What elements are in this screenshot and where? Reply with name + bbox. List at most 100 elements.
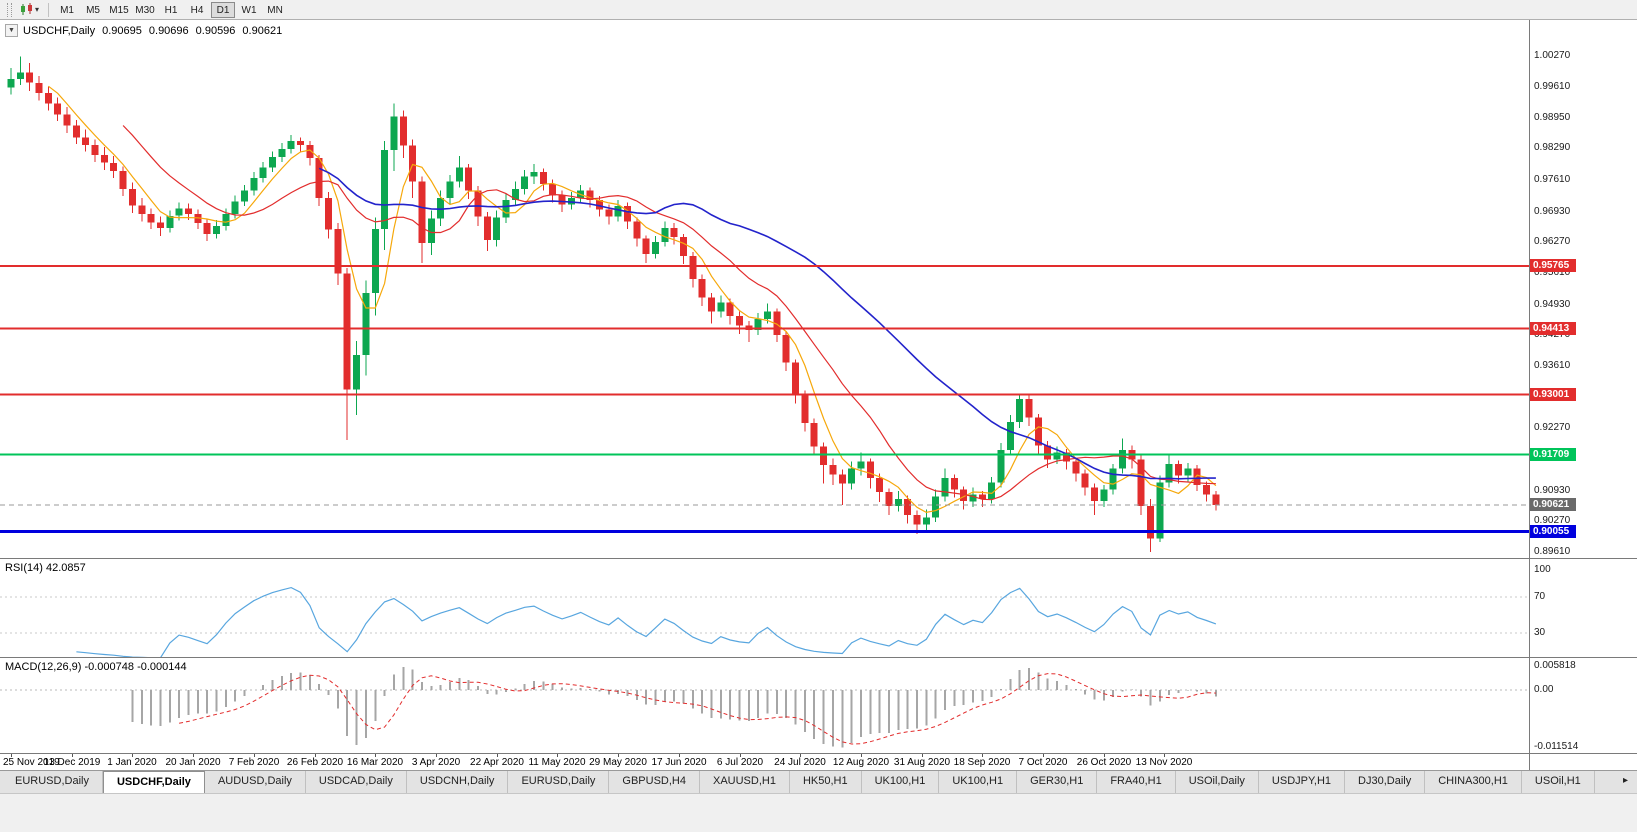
chart-tab-gbpusd-h4[interactable]: GBPUSD,H4 <box>609 771 700 793</box>
price-line-badge[interactable]: 0.91709 <box>1530 447 1576 461</box>
price-tick-label: 0.96930 <box>1534 205 1571 217</box>
chart-tab-eurusd-daily[interactable]: EURUSD,Daily <box>2 771 103 793</box>
time-tick-mark <box>800 754 801 757</box>
chart-tab-usdjpy-h1[interactable]: USDJPY,H1 <box>1259 771 1346 793</box>
main-chart-panel: 1.00270 0.99610 0.98950 0.98290 0.97610 0.969… <box>0 20 1637 558</box>
time-tick-label: 24 Jul 2020 <box>774 757 826 768</box>
time-tick-mark <box>436 754 437 757</box>
rsi-chart-canvas[interactable] <box>0 559 1529 657</box>
time-tick-label: 6 Jul 2020 <box>716 757 764 768</box>
timeframe-button-m1[interactable]: M1 <box>60 4 74 16</box>
price-tick-label: 0.92270 <box>1534 422 1571 434</box>
timeframe-button-m15[interactable]: M15 <box>109 4 129 16</box>
time-tick-mark <box>375 754 376 757</box>
price-tick-label: 0.98950 <box>1534 111 1571 123</box>
time-tick-mark <box>740 754 741 757</box>
price-axis[interactable]: 1.00270 0.99610 0.98950 0.98290 0.97610 0.969… <box>1529 20 1637 558</box>
rsi-indicator-label: RSI(14) 42.0857 <box>5 562 86 574</box>
time-tick-label: 20 Jan 2020 <box>165 757 221 768</box>
timeframe-button-d1[interactable]: D1 <box>211 1 236 18</box>
price-tick-label: 1.00270 <box>1534 50 1571 62</box>
high-value: 0.90696 <box>148 24 189 37</box>
chart-tab-usdchf-daily[interactable]: USDCHF,Daily <box>102 771 205 793</box>
time-tick-mark <box>254 754 255 757</box>
price-line-badge[interactable]: 0.93001 <box>1530 387 1576 401</box>
chart-tab-ger30-h1[interactable]: GER30,H1 <box>1017 771 1098 793</box>
macd-panel: 0.005818 0.00 -0.011514 MACD(12,26,9) -0.0… <box>0 657 1637 753</box>
candlestick-chart-icon <box>21 3 32 15</box>
time-tick-label: 31 Aug 2020 <box>893 757 951 768</box>
time-axis[interactable]: 25 Nov 2019 13 Dec 2019 1 Jan 2020 20 Jan 2… <box>0 753 1637 770</box>
price-line-badge[interactable]: 0.90055 <box>1530 524 1576 538</box>
time-tick-label: 7 Feb 2020 <box>228 757 280 768</box>
time-tick-mark <box>1043 754 1044 757</box>
symbol-info-line: ▼ USDCHF,Daily 0.90695 0.90696 0.90596 0… <box>5 24 289 37</box>
chart-tab-usoil-daily[interactable]: USOil,Daily <box>1176 771 1259 793</box>
chart-tab-hk50-h1[interactable]: HK50,H1 <box>790 771 862 793</box>
chart-tab-xauusd-h1[interactable]: XAUUSD,H1 <box>700 771 790 793</box>
toolbar-grip[interactable] <box>7 2 12 17</box>
tabs-scroll-right-button[interactable]: ▸ <box>1622 775 1628 786</box>
price-tick-label: 0.99610 <box>1534 80 1571 92</box>
time-tick-label: 7 Oct 2020 <box>1018 757 1068 768</box>
time-tick-mark <box>132 754 133 757</box>
time-tick-mark <box>315 754 316 757</box>
time-tick-label: 3 Apr 2020 <box>411 757 461 768</box>
macd-tick-label: 0.00 <box>1534 683 1554 695</box>
price-tick-label: 0.89610 <box>1534 545 1571 557</box>
low-value: 0.90596 <box>195 24 236 37</box>
price-tick-label: 0.93610 <box>1534 359 1571 371</box>
time-tick-label: 26 Oct 2020 <box>1076 757 1132 768</box>
rsi-tick-label: 70 <box>1534 591 1546 602</box>
macd-tick-label: -0.011514 <box>1534 741 1579 752</box>
rsi-axis[interactable]: 100 70 30 <box>1529 559 1637 657</box>
symbol-label: USDCHF,Daily <box>23 24 96 37</box>
price-tick-label: 0.95610 <box>1534 266 1571 278</box>
chart-tab-china300-h1[interactable]: CHINA300,H1 <box>1425 771 1522 793</box>
bid-price-badge: 0.90621 <box>1530 498 1576 512</box>
collapse-panel-button[interactable]: ▼ <box>5 24 18 37</box>
chart-tabs-bar: EURUSD,Daily USDCHF,Daily AUDUSD,Daily USDC… <box>0 770 1637 793</box>
macd-axis[interactable]: 0.005818 0.00 -0.011514 <box>1529 658 1637 753</box>
timeframe-button-w1[interactable]: W1 <box>241 4 257 16</box>
time-tick-mark <box>11 754 12 757</box>
chart-tab-dj30-daily[interactable]: DJ30,Daily <box>1345 771 1426 793</box>
chart-tab-uk100-h1[interactable]: UK100,H1 <box>939 771 1018 793</box>
chart-tab-usoil-h1[interactable]: USOil,H1 <box>1522 771 1595 793</box>
price-chart-canvas[interactable] <box>0 20 1529 558</box>
timeframe-button-m5[interactable]: M5 <box>86 4 100 16</box>
time-tick-mark <box>618 754 619 757</box>
rsi-panel: 100 70 30 RSI(14) 42.0857 <box>0 558 1637 657</box>
open-value: 0.90695 <box>102 24 142 37</box>
timeframe-button-mn[interactable]: MN <box>267 4 283 16</box>
chart-tab-uk100-h1[interactable]: UK100,H1 <box>862 771 940 793</box>
price-line-badge[interactable]: 0.95765 <box>1530 259 1576 273</box>
chart-tab-audusd-daily[interactable]: AUDUSD,Daily <box>205 771 306 793</box>
macd-chart-canvas[interactable] <box>0 658 1529 753</box>
macd-tick-label: 0.005818 <box>1534 660 1576 671</box>
chart-tab-fra40-h1[interactable]: FRA40,H1 <box>1097 771 1176 793</box>
toolbar-separator <box>48 2 50 17</box>
time-tick-label: 11 May 2020 <box>528 757 586 768</box>
time-tick-label: 26 Feb 2020 <box>286 757 344 768</box>
time-tick-mark <box>193 754 194 757</box>
timeframe-button-m30[interactable]: M30 <box>135 4 155 16</box>
timeframe-button-h1[interactable]: H1 <box>164 4 178 16</box>
time-tick-label: 13 Nov 2020 <box>1135 757 1193 768</box>
chart-tab-eurusd-daily[interactable]: EURUSD,Daily <box>508 771 610 793</box>
status-bar <box>0 793 1637 832</box>
time-tick-mark <box>1104 754 1105 757</box>
price-line-badge[interactable]: 0.94413 <box>1530 322 1576 336</box>
time-tick-mark <box>1164 754 1165 757</box>
chart-type-button[interactable]: ▾ <box>16 1 43 18</box>
timeframe-buttons-group: M1 M5 M15 M30 H1 H4 D1 W1 MN <box>54 1 288 18</box>
chart-tab-usdcad-daily[interactable]: USDCAD,Daily <box>306 771 407 793</box>
macd-indicator-label: MACD(12,26,9) -0.000748 -0.000144 <box>5 661 187 673</box>
close-value: 0.90621 <box>242 24 283 37</box>
time-tick-mark <box>922 754 923 757</box>
timeframe-button-h4[interactable]: H4 <box>190 4 204 16</box>
time-tick-mark <box>557 754 558 757</box>
time-tick-mark <box>861 754 862 757</box>
chart-tab-usdcnh-daily[interactable]: USDCNH,Daily <box>407 771 509 793</box>
